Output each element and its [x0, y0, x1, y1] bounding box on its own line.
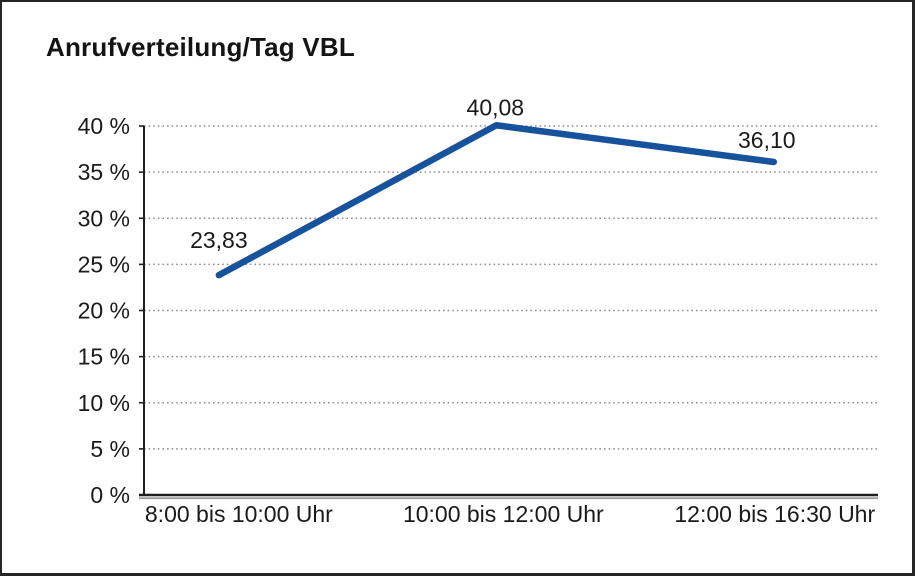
y-tick-label: 15 %: [78, 344, 130, 370]
chart-title: Anrufverteilung/Tag VBL: [46, 32, 355, 62]
x-category-label: 8:00 bis 10:00 Uhr: [145, 501, 333, 527]
data-point-label: 40,08: [467, 94, 525, 120]
y-tick-label: 0 %: [90, 482, 130, 508]
data-point-label: 36,10: [738, 127, 796, 153]
y-tick-label: 25 %: [78, 251, 130, 277]
data-line: [215, 122, 778, 279]
y-tick-label: 5 %: [90, 436, 130, 462]
x-category-label: 10:00 bis 12:00 Uhr: [403, 501, 604, 527]
x-category-label: 12:00 bis 16:30 Uhr: [674, 501, 875, 527]
data-point-label: 23,83: [190, 227, 248, 253]
y-tick-label: 20 %: [78, 298, 130, 324]
y-tick-label: 35 %: [78, 159, 130, 185]
y-tick-label: 40 %: [78, 113, 130, 139]
y-tick-label: 10 %: [78, 390, 130, 416]
y-tick-label: 30 %: [78, 205, 130, 231]
